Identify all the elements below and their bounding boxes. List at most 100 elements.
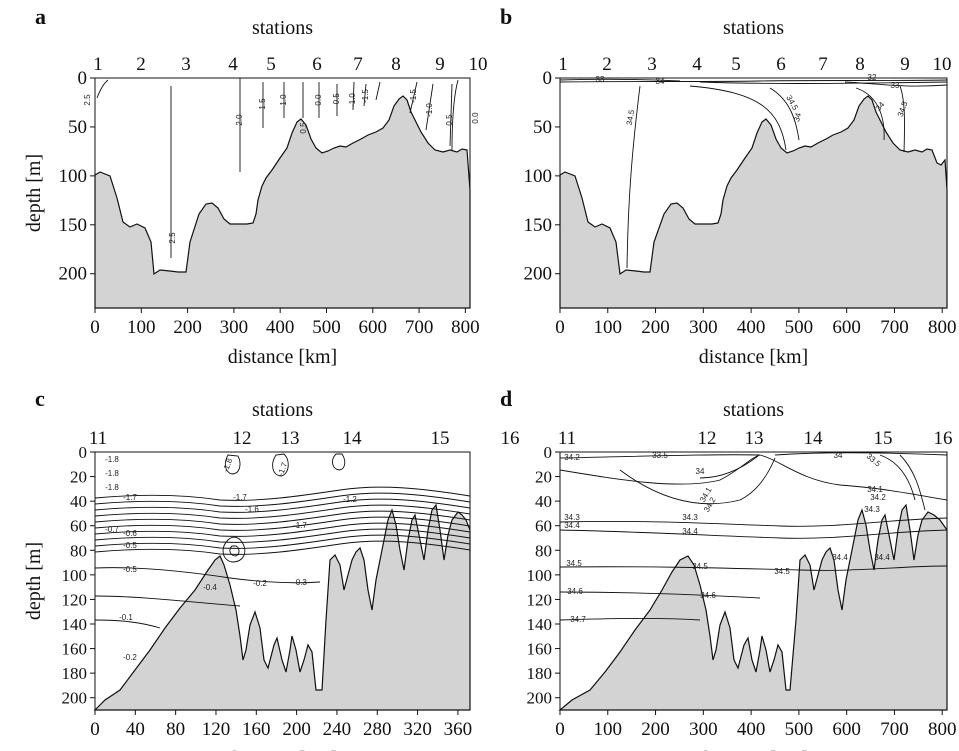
y-tick-label: 60: [535, 517, 552, 536]
isoline: [94, 528, 471, 543]
contour-label: -1.6: [245, 505, 259, 514]
station-label: 15: [431, 428, 450, 449]
x-tick-label: 280: [363, 719, 392, 740]
isoline: [272, 453, 289, 477]
isoline: [879, 454, 916, 501]
contour-label: 34.5: [692, 562, 708, 571]
isoline: [332, 453, 346, 471]
station-label: 10: [469, 54, 488, 75]
isoline: [94, 486, 471, 501]
contour-label: 33.5: [865, 452, 883, 469]
x-tick-label: 400: [737, 317, 766, 338]
panel-label: b: [500, 4, 512, 29]
station-label: 12: [698, 428, 717, 449]
panel-label: c: [35, 386, 45, 411]
isoline: [94, 516, 471, 531]
x-tick-label: 600: [359, 317, 388, 338]
contour-label: 34.2: [870, 493, 886, 502]
station-label: 6: [776, 54, 786, 75]
isoline: [425, 83, 434, 131]
isoline: [94, 540, 471, 555]
station-label: 13: [745, 428, 764, 449]
isoline: [96, 79, 109, 99]
contour-label: 33: [596, 75, 605, 84]
isoline: [699, 455, 759, 479]
isoline: [559, 529, 948, 539]
contour-label: 33: [891, 81, 900, 90]
y-tick-label: 140: [527, 615, 553, 634]
station-label: 11: [558, 428, 576, 449]
isoline: [449, 83, 453, 147]
station-label: 10: [933, 54, 952, 75]
isoline: [855, 87, 885, 141]
isoline: [559, 454, 948, 501]
y-tick-label: 0: [543, 68, 553, 89]
y-tick-label: 200: [62, 689, 88, 708]
contour-label: -1.5: [409, 89, 418, 103]
isoline: [899, 85, 905, 153]
station-label: 2: [136, 54, 146, 75]
x-tick-label: 0: [90, 719, 100, 740]
contour-label: 34.5: [896, 100, 910, 118]
isoline: [363, 83, 367, 107]
x-tick-label: 0: [555, 719, 565, 740]
isoline: [769, 87, 800, 141]
isoline: [774, 452, 948, 456]
x-tick-label: 200: [282, 719, 311, 740]
seafloor-topography: [558, 503, 948, 711]
x-tick-label: 100: [594, 719, 623, 740]
isoline: [224, 454, 241, 475]
contour-label: -0.2: [123, 653, 137, 662]
contour-label: -0.3: [293, 578, 307, 587]
isoline: [626, 85, 641, 269]
y-tick-label: 150: [59, 215, 88, 236]
y-tick-label: 180: [62, 664, 88, 683]
x-tick-label: 700: [880, 317, 909, 338]
contour-label: 34.7: [570, 615, 586, 624]
contour-label: -1.2: [343, 495, 357, 504]
x-tick-label: 600: [832, 317, 861, 338]
isoline: [559, 591, 761, 599]
contour-label: 34.4: [874, 553, 890, 562]
contour-label: 34: [792, 111, 803, 122]
station-label: 5: [731, 54, 741, 75]
contour-label: 34.5: [784, 94, 800, 112]
isoline: [559, 79, 948, 83]
isoline: [619, 457, 776, 505]
contour-label: -0.1: [119, 613, 133, 622]
contour-label: 34.5: [566, 559, 582, 568]
contour-label: 34: [656, 77, 665, 86]
isoline: [94, 498, 471, 513]
contour-label: 34.4: [564, 521, 580, 530]
isoline: [222, 536, 246, 563]
x-tick-label: 0: [90, 317, 100, 338]
x-tick-label: 120: [202, 719, 231, 740]
stations-axis-label: stations: [252, 17, 313, 39]
contour-label: -0.7: [105, 525, 119, 534]
station-label: 13: [281, 428, 300, 449]
contour-label: 34.3: [682, 513, 698, 522]
station-label: 8: [855, 54, 865, 75]
x-tick-label: 700: [880, 719, 909, 740]
isoline: [559, 565, 948, 571]
y-tick-label: 100: [527, 566, 553, 585]
x-tick-label: 400: [266, 317, 295, 338]
x-axis-label: distance [km]: [228, 346, 337, 368]
isoline: [94, 504, 471, 519]
contour-label: -0.6: [123, 529, 137, 538]
x-tick-label: 300: [220, 317, 249, 338]
y-tick-label: 100: [524, 166, 553, 187]
contour-label: -0.5: [123, 565, 137, 574]
station-label: 1: [93, 54, 103, 75]
y-tick-label: 100: [59, 166, 88, 187]
isoline: [451, 79, 459, 151]
x-tick-label: 100: [594, 317, 623, 338]
stations-axis-label: stations: [723, 17, 784, 39]
x-tick-label: 500: [785, 317, 814, 338]
seafloor-topography: [93, 503, 471, 711]
contour-label: 0.0: [314, 94, 323, 106]
y-tick-label: 200: [524, 264, 553, 285]
contour-label: -1.0: [348, 93, 357, 107]
contour-label: -1.7: [293, 521, 307, 530]
x-tick-label: 800: [928, 719, 957, 740]
